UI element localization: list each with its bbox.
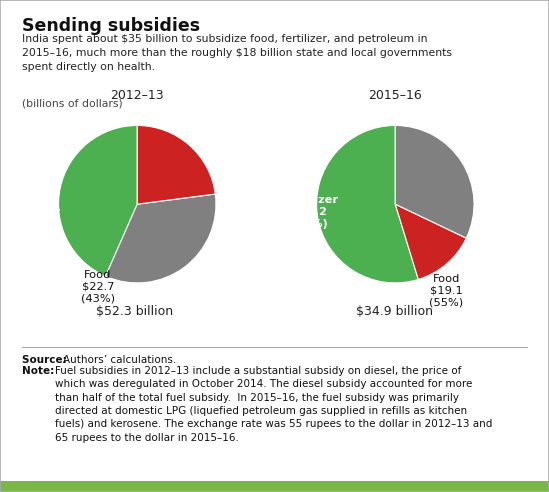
Wedge shape — [137, 125, 215, 204]
Text: Fuel
$4.6
(13%): Fuel $4.6 (13%) — [353, 313, 390, 347]
Wedge shape — [59, 125, 137, 276]
Bar — [0, 481, 549, 492]
Text: Sending subsidies: Sending subsidies — [22, 17, 200, 35]
Text: Food
$19.1
(55%): Food $19.1 (55%) — [429, 274, 463, 308]
Wedge shape — [395, 204, 466, 279]
Text: Fertilizer
$11.2
(32%): Fertilizer $11.2 (32%) — [279, 195, 338, 229]
Text: Source:: Source: — [22, 355, 70, 365]
Text: (billions of dollars): (billions of dollars) — [22, 98, 123, 108]
Text: Food
$22.7
(43%): Food $22.7 (43%) — [81, 270, 115, 304]
Title: 2015–16: 2015–16 — [368, 89, 422, 102]
Text: India spent about $35 billion to subsidize food, fertilizer, and petroleum in
20: India spent about $35 billion to subsidi… — [22, 34, 452, 72]
Text: $52.3 billion: $52.3 billion — [96, 305, 173, 318]
Text: Fertilizer
$12.0
(23%): Fertilizer $12.0 (23%) — [2, 207, 60, 241]
Wedge shape — [317, 125, 418, 283]
Title: 2012–13: 2012–13 — [110, 89, 164, 102]
Wedge shape — [395, 125, 474, 238]
Text: Fuel
$17.6
(34%): Fuel $17.6 (34%) — [47, 321, 85, 355]
Text: Fuel subsidies in 2012–13 include a substantial subsidy on diesel, the price of
: Fuel subsidies in 2012–13 include a subs… — [55, 366, 493, 443]
Wedge shape — [105, 194, 216, 283]
Text: $34.9 billion: $34.9 billion — [356, 305, 433, 318]
Text: Authors’ calculations.: Authors’ calculations. — [63, 355, 176, 365]
Text: Note:: Note: — [22, 366, 58, 376]
